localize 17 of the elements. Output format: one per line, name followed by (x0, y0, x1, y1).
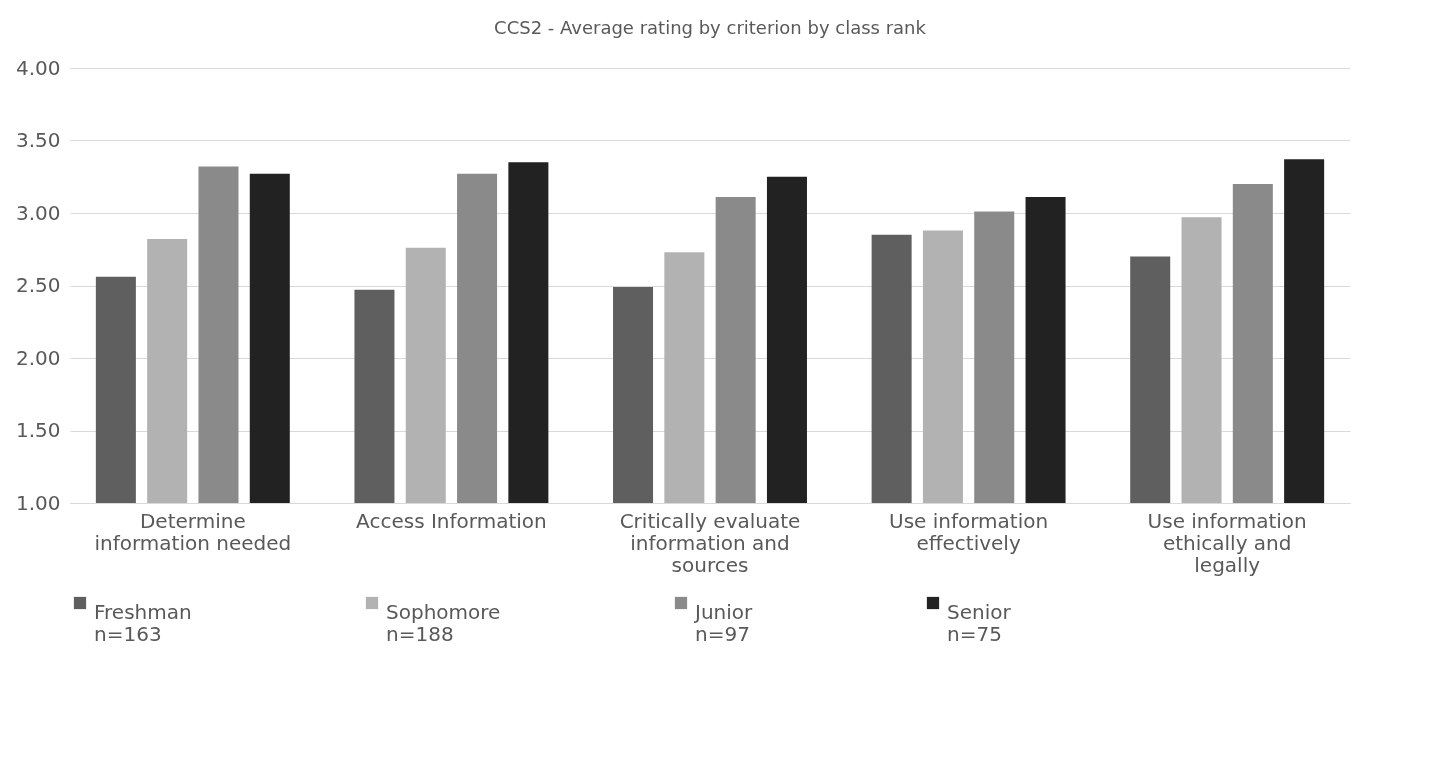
y-tick-label: 2.50 (15, 273, 61, 297)
x-tick-label: Use information ethically and legally (1147, 508, 1307, 577)
y-tick-label: 3.00 (15, 200, 61, 225)
legend-label: Senior n=75 (947, 600, 1012, 646)
y-tick-label: 4.00 (15, 55, 61, 80)
x-tick-label: Access Information (356, 508, 547, 533)
x-tick-label: Use information effectively (889, 508, 1049, 555)
legend-label: Junior n=97 (693, 600, 754, 646)
x-tick-label: Determine information needed (94, 508, 292, 555)
y-tick-label: 2.00 (15, 345, 61, 370)
x-tick-label: Critically evaluate information and sources (619, 508, 801, 577)
y-tick-label: 1.50 (15, 418, 61, 442)
legend-label: Sophomore n=188 (386, 600, 501, 646)
chart-title: CCS2 - Average rating by criterion by class rank (494, 17, 927, 38)
y-tick-label: 1.00 (15, 490, 61, 515)
legend-label: Freshman n=163 (94, 600, 192, 646)
y-tick-label: 3.50 (15, 128, 61, 152)
